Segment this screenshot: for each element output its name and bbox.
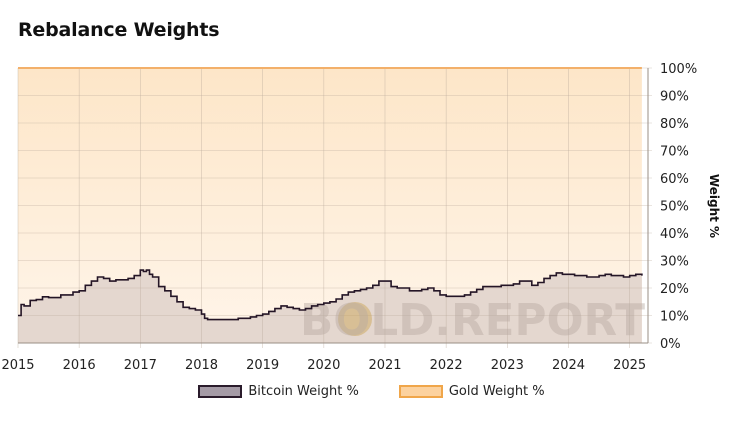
y-tick-label: 0% xyxy=(660,337,681,352)
bitcoin-area-layer xyxy=(18,270,642,343)
legend-swatch-gold xyxy=(398,385,443,398)
x-tick-label: 2021 xyxy=(368,358,401,373)
y-axis-ticks: 0% 10% 20% 30% 40% 50% 60% 70% 80% 90% 100% xyxy=(660,62,697,352)
y-tick-label: 90% xyxy=(660,90,689,105)
legend-swatch-bitcoin xyxy=(198,385,243,398)
legend-label-bitcoin: Bitcoin Weight % xyxy=(248,384,359,399)
y-tick-label: 40% xyxy=(660,227,689,242)
x-tick-label: 2020 xyxy=(307,358,340,373)
legend-item-bitcoin[interactable]: Bitcoin Weight % xyxy=(198,384,359,399)
x-tick-label: 2018 xyxy=(185,358,218,373)
x-axis-ticks: 2015 2016 2017 2018 2019 2020 2021 2022 2023 2024… xyxy=(1,358,646,373)
bitcoin-coin-icon xyxy=(338,302,372,336)
x-tick-label: 2016 xyxy=(63,358,96,373)
bitcoin-area xyxy=(18,270,642,343)
x-tick-label: 2024 xyxy=(552,358,585,373)
series-lines xyxy=(18,67,643,321)
watermark: BOLD.REPORT xyxy=(300,295,645,346)
legend: Bitcoin Weight % Gold Weight % xyxy=(0,384,743,399)
watermark-text: BOLD.REPORT xyxy=(300,295,645,346)
gridlines xyxy=(17,67,652,348)
legend-item-gold[interactable]: Gold Weight % xyxy=(398,384,545,399)
x-tick-label: 2025 xyxy=(613,358,646,373)
y-tick-label: 50% xyxy=(660,200,689,215)
x-tick-label: 2015 xyxy=(1,358,34,373)
y-tick-label: 30% xyxy=(660,255,689,270)
x-tick-label: 2022 xyxy=(430,358,463,373)
bitcoin-series-line xyxy=(18,269,643,321)
y-axis-label: Weight % xyxy=(707,174,721,238)
y-tick-label: 10% xyxy=(660,310,689,325)
chart-title: Rebalance Weights xyxy=(18,19,220,41)
y-tick-label: 60% xyxy=(660,172,689,187)
y-tick-label: 70% xyxy=(660,145,689,160)
legend-label-gold: Gold Weight % xyxy=(448,384,545,399)
y-tick-label: 20% xyxy=(660,282,689,297)
x-tick-label: 2017 xyxy=(124,358,157,373)
x-tick-label: 2023 xyxy=(491,358,524,373)
x-tick-label: 2019 xyxy=(246,358,279,373)
y-tick-label: 80% xyxy=(660,117,689,132)
y-tick-label: 100% xyxy=(660,62,697,77)
